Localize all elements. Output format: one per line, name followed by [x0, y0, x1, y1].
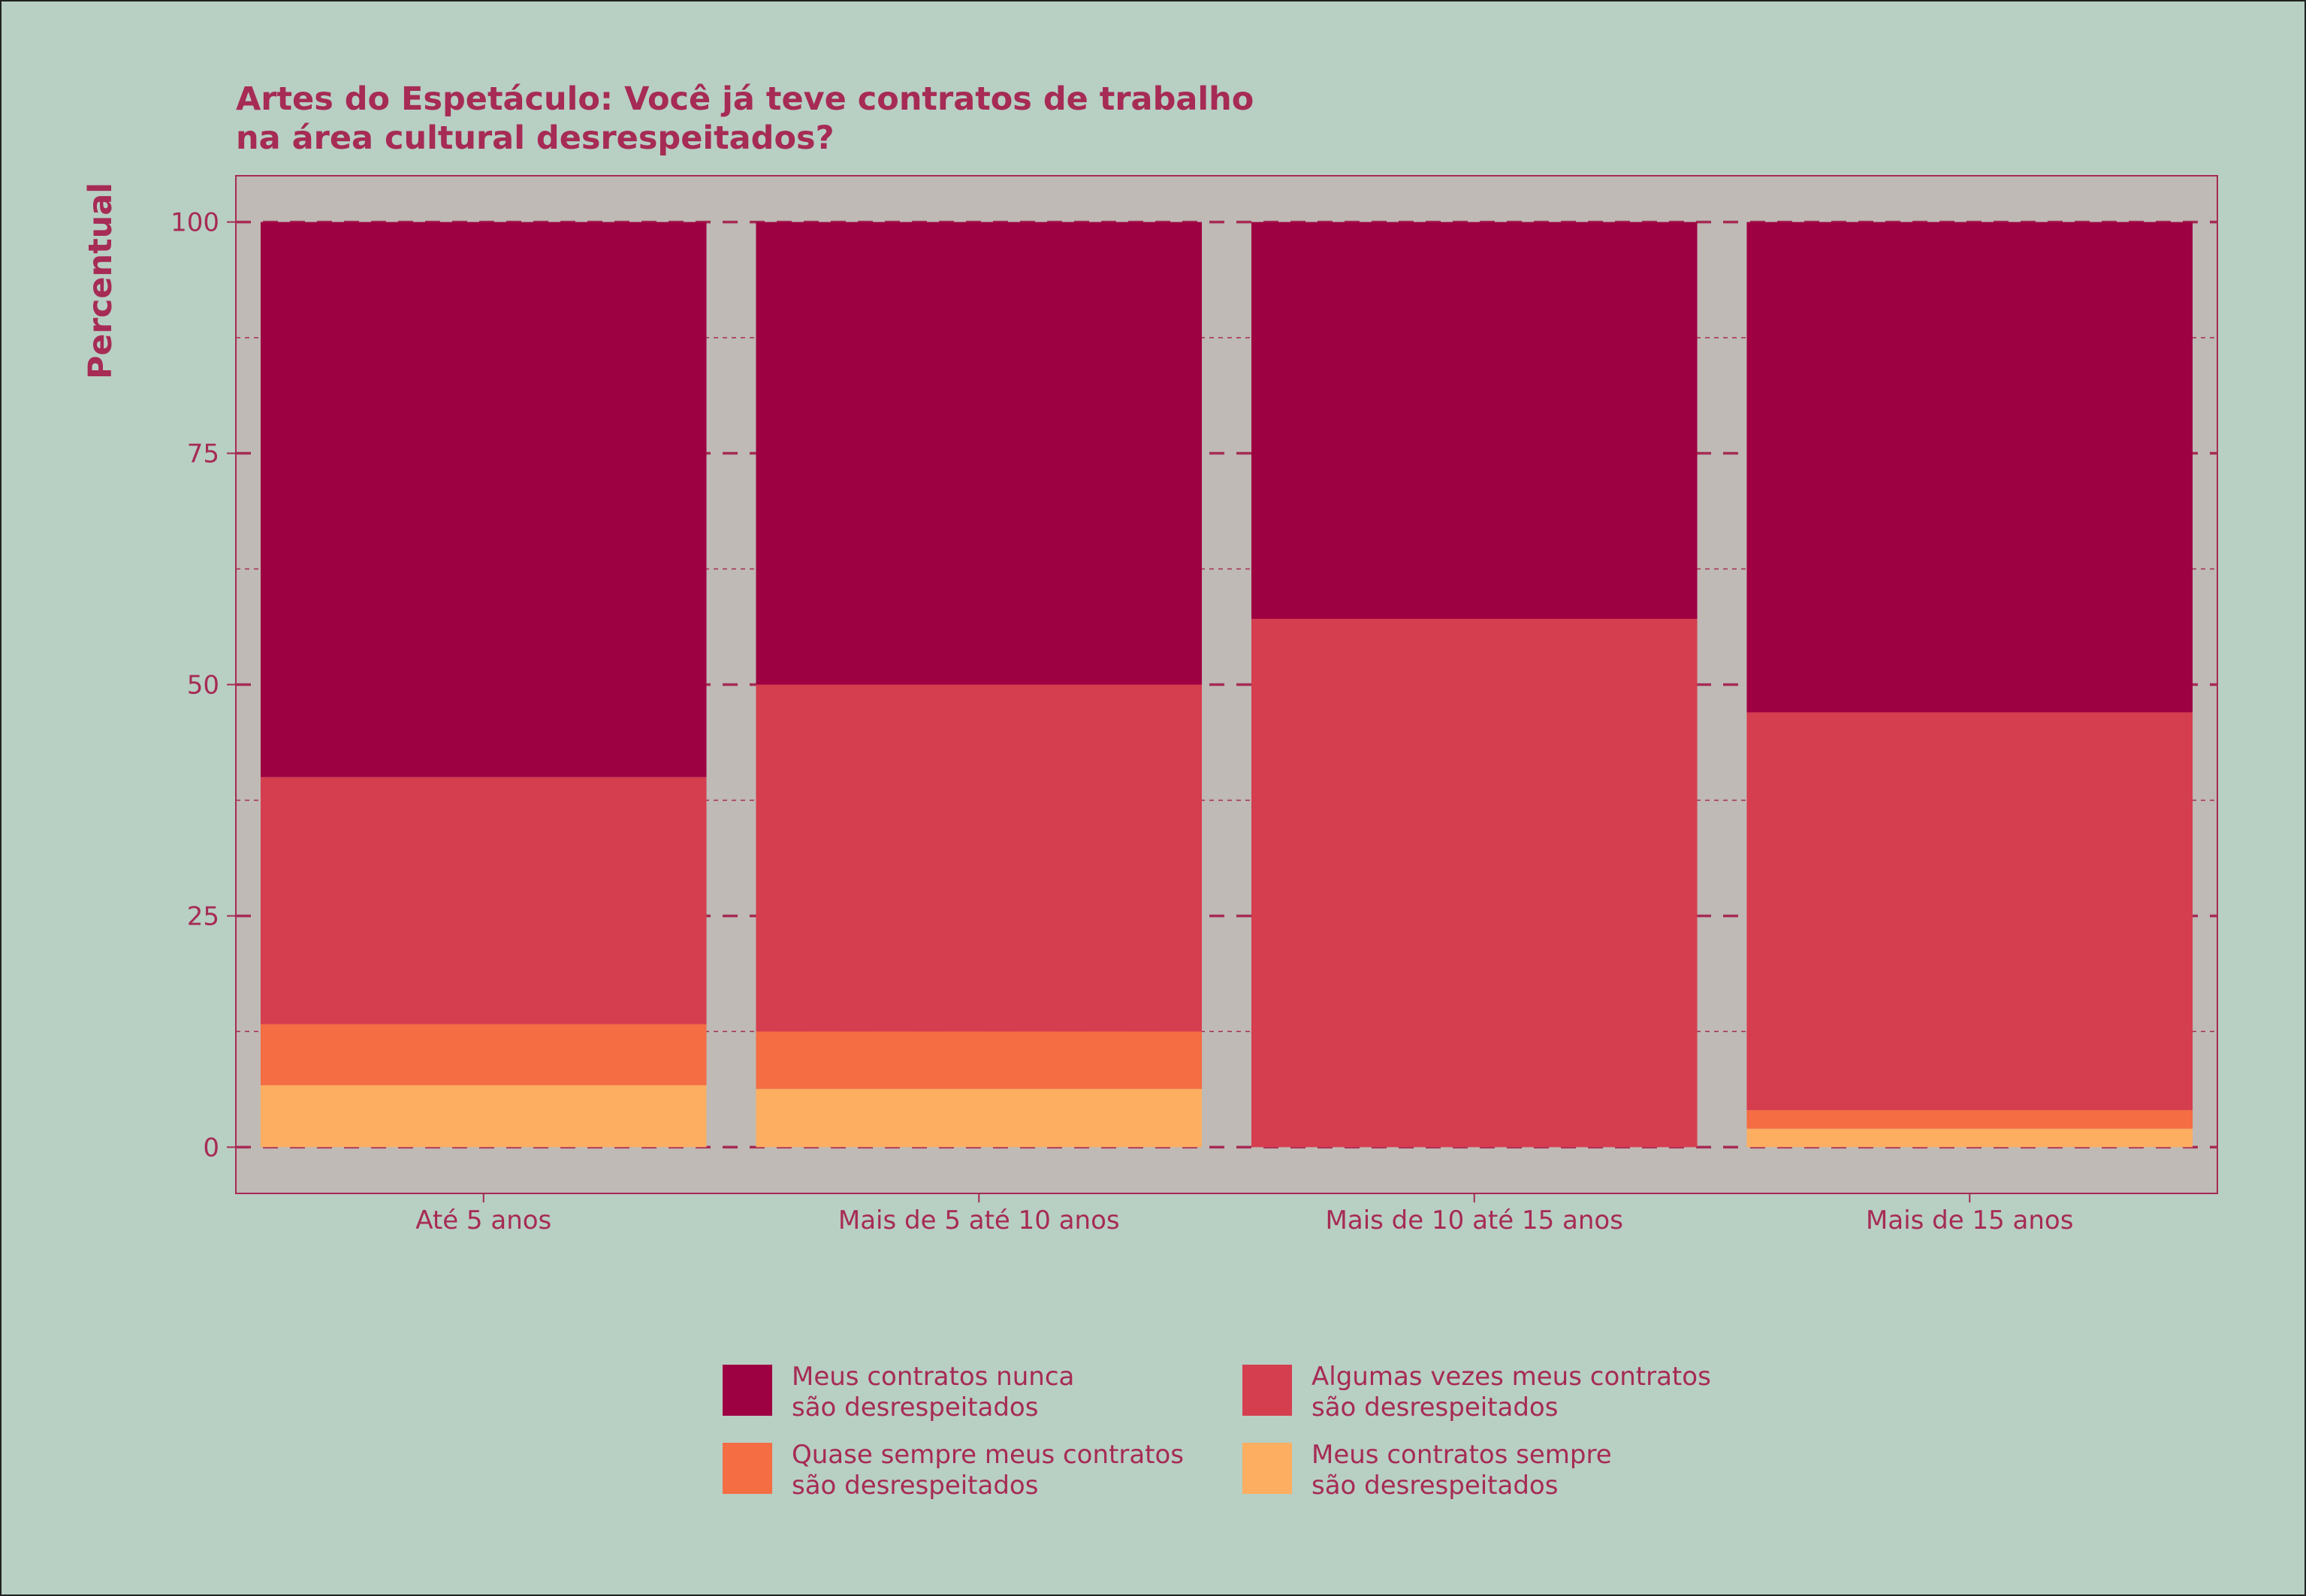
legend-item: Quase sempre meus contratos são desrespe… [723, 1440, 1242, 1501]
legend-swatch [723, 1365, 772, 1416]
legend-swatch [1242, 1443, 1292, 1494]
chart-title: Artes do Espetáculo: Você já teve contra… [236, 80, 1254, 158]
legend-item: Meus contratos nunca são desrespeitados [723, 1362, 1242, 1423]
x-tick-label: Mais de 10 até 15 anos [1326, 1205, 1623, 1235]
y-tick-label: 75 [187, 439, 219, 469]
bar-segment [756, 1088, 1203, 1148]
bar-segment [756, 222, 1203, 685]
bar-segment [1251, 619, 1698, 1148]
y-tick-label: 50 [187, 671, 219, 701]
legend-label: Algumas vezes meus contratos são desresp… [1311, 1362, 1711, 1423]
bar-segment [756, 1031, 1203, 1089]
bar-segment [1746, 1110, 2193, 1129]
y-tick-label: 25 [187, 901, 219, 931]
legend-label: Quase sempre meus contratos são desrespe… [792, 1440, 1185, 1501]
bar-segment [260, 1085, 707, 1148]
bar-segment [756, 684, 1203, 1032]
bar-segment [1746, 1128, 2193, 1148]
bar-segment [260, 222, 707, 777]
x-tick-label: Até 5 anos [415, 1205, 551, 1235]
bar-segment [1251, 222, 1698, 620]
legend-label: Meus contratos sempre são desrespeitados [1311, 1440, 1612, 1501]
legend-item: Algumas vezes meus contratos são desresp… [1242, 1362, 1738, 1423]
y-axis-label: Percentual [82, 183, 119, 379]
legend-label: Meus contratos nunca são desrespeitados [792, 1362, 1075, 1423]
bar-segment [1746, 712, 2193, 1111]
bar-segment [1746, 222, 2193, 713]
bar-segment [260, 1024, 707, 1085]
x-tick-label: Mais de 15 anos [1866, 1205, 2073, 1235]
bar-segment [260, 777, 707, 1024]
y-axis: 0 25 50 75 100 [171, 208, 236, 1163]
chart-title-line-2: na área cultural desrespeitados? [236, 119, 835, 157]
legend: Meus contratos nunca são desrespeitados A… [723, 1362, 1738, 1501]
y-tick-label: 100 [171, 208, 219, 238]
y-tick-label: 0 [203, 1133, 219, 1163]
x-axis: Até 5 anos Mais de 5 até 10 anos Mais de 1… [415, 1193, 2073, 1235]
x-tick-label: Mais de 5 até 10 anos [838, 1205, 1120, 1235]
bars [260, 222, 2193, 1148]
legend-swatch [1242, 1365, 1292, 1416]
chart-title-line-1: Artes do Espetáculo: Você já teve contra… [236, 80, 1254, 118]
legend-item: Meus contratos sempre são desrespeitados [1242, 1440, 1738, 1501]
legend-swatch [723, 1443, 772, 1494]
